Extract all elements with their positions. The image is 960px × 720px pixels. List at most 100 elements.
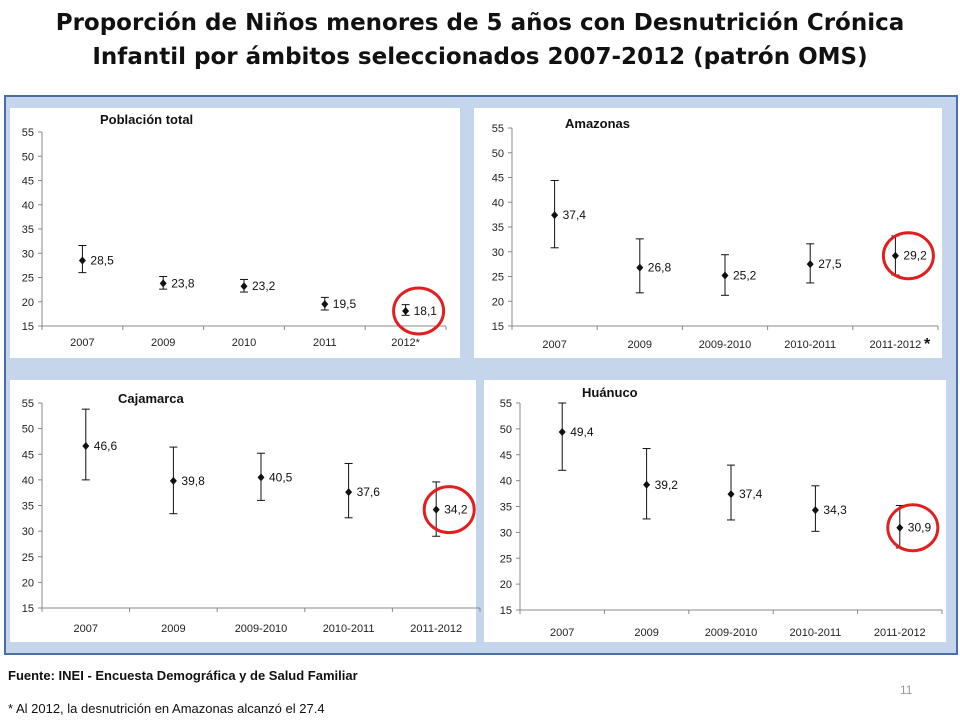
chart-4: 15 20 25 30 35 40 45 50 55 2007 2009 2009-2010 2010-…	[484, 380, 946, 642]
data-point	[345, 488, 353, 497]
data-label: 23,8	[171, 276, 195, 290]
data-label: 18,1	[414, 304, 438, 318]
data-point	[402, 306, 410, 315]
chart-card	[474, 108, 942, 358]
data-label: 19,5	[333, 297, 357, 311]
data-point	[169, 476, 177, 485]
x-tick-label: 2009-2010	[235, 623, 288, 635]
x-tick-label: 2009	[628, 339, 652, 351]
x-tick-label: 2012*	[391, 337, 420, 349]
title-line-2: Infantil por ámbitos seleccionados 2007-…	[92, 44, 868, 70]
x-tick-label: 2009-2010	[699, 339, 752, 351]
y-tick-label: 35	[22, 224, 34, 236]
y-tick-label: 15	[22, 321, 34, 333]
data-label: 30,9	[908, 521, 932, 535]
y-tick-label: 20	[492, 296, 504, 308]
chart-card	[10, 108, 460, 358]
x-tick-label: 2009-2010	[705, 627, 758, 639]
slide-title: Proporción de Niños menores de 5 años co…	[0, 6, 960, 74]
y-tick-label: 55	[22, 398, 34, 410]
data-label: 28,5	[90, 254, 114, 268]
data-point	[806, 260, 814, 269]
chart-title: Amazonas	[565, 116, 630, 131]
y-tick-label: 20	[22, 297, 34, 309]
data-label: 34,3	[823, 503, 847, 517]
data-point	[721, 271, 729, 280]
data-point	[432, 505, 440, 514]
x-tick-label: 2011	[313, 337, 337, 349]
data-point	[78, 256, 86, 265]
data-point	[727, 490, 735, 499]
data-point	[257, 473, 265, 482]
source-note: Fuente: INEI - Encuesta Demográfica y de…	[8, 668, 358, 683]
y-tick-label: 30	[22, 526, 34, 538]
data-label: 40,5	[269, 470, 293, 484]
y-tick-label: 35	[22, 501, 34, 513]
data-point	[240, 282, 248, 291]
x-tick-label: 2010-2011	[790, 627, 842, 639]
x-tick-label: 2007	[542, 339, 566, 351]
y-tick-label: 40	[22, 475, 34, 487]
data-label: 34,2	[444, 503, 468, 517]
y-tick-label: 25	[22, 552, 34, 564]
chart-1: 15 20 25 30 35 40 45 50 55 2007 2009 2010 2011 2012* P…	[10, 108, 460, 358]
data-label: 37,6	[357, 485, 381, 499]
data-point	[551, 211, 559, 220]
y-tick-label: 20	[22, 577, 34, 589]
x-tick-label: 2011-2012	[870, 339, 922, 351]
data-label: 46,6	[94, 439, 118, 453]
data-label: 37,4	[563, 208, 587, 222]
y-tick-label: 45	[22, 449, 34, 461]
footnote-marker: *	[924, 336, 931, 353]
highlight-circle	[886, 503, 940, 553]
y-tick-label: 40	[500, 476, 512, 488]
y-tick-label: 30	[22, 248, 34, 260]
y-tick-label: 45	[492, 173, 504, 185]
chart-card	[10, 380, 476, 642]
data-label: 25,2	[733, 269, 757, 283]
chart-title: Población total	[100, 112, 193, 127]
x-tick-label: 2007	[550, 627, 574, 639]
data-label: 39,2	[655, 478, 679, 492]
y-tick-label: 15	[500, 605, 512, 617]
data-point	[896, 523, 904, 532]
highlight-circle	[422, 485, 476, 535]
data-point	[558, 427, 566, 436]
y-tick-label: 50	[500, 424, 512, 436]
data-label: 49,4	[570, 425, 594, 439]
y-tick-label: 15	[22, 603, 34, 615]
x-tick-label: 2011-2012	[874, 627, 926, 639]
y-tick-label: 30	[492, 247, 504, 259]
y-tick-label: 25	[500, 553, 512, 565]
x-tick-label: 2007	[74, 623, 98, 635]
y-tick-label: 45	[500, 450, 512, 462]
data-label: 37,4	[739, 487, 763, 501]
data-point	[643, 480, 651, 489]
y-tick-label: 30	[500, 527, 512, 539]
chart-card	[484, 380, 946, 642]
y-tick-label: 40	[492, 197, 504, 209]
data-point	[82, 442, 90, 451]
y-tick-label: 45	[22, 176, 34, 188]
y-tick-label: 55	[500, 398, 512, 410]
chart-title: Huánuco	[582, 385, 638, 400]
x-tick-label: 2010-2011	[784, 339, 836, 351]
data-label: 26,8	[648, 261, 672, 275]
data-point	[159, 279, 167, 288]
y-tick-label: 25	[22, 273, 34, 285]
x-tick-label: 2010-2011	[323, 623, 375, 635]
data-label: 23,2	[252, 279, 276, 293]
x-tick-label: 2010	[232, 337, 256, 349]
y-tick-label: 50	[22, 424, 34, 436]
footnote: * Al 2012, la desnutrición en Amazonas a…	[8, 701, 325, 716]
y-tick-label: 50	[22, 151, 34, 163]
chart-3: 15 20 25 30 35 40 45 50 55 2007 2009 2009-2010 2010-…	[10, 380, 481, 642]
data-label: 29,2	[903, 249, 927, 263]
x-tick-label: 2009	[151, 337, 175, 349]
y-tick-label: 35	[492, 222, 504, 234]
y-tick-label: 15	[492, 321, 504, 333]
y-tick-label: 20	[500, 579, 512, 591]
data-label: 27,5	[818, 257, 842, 271]
highlight-circle	[392, 286, 446, 336]
